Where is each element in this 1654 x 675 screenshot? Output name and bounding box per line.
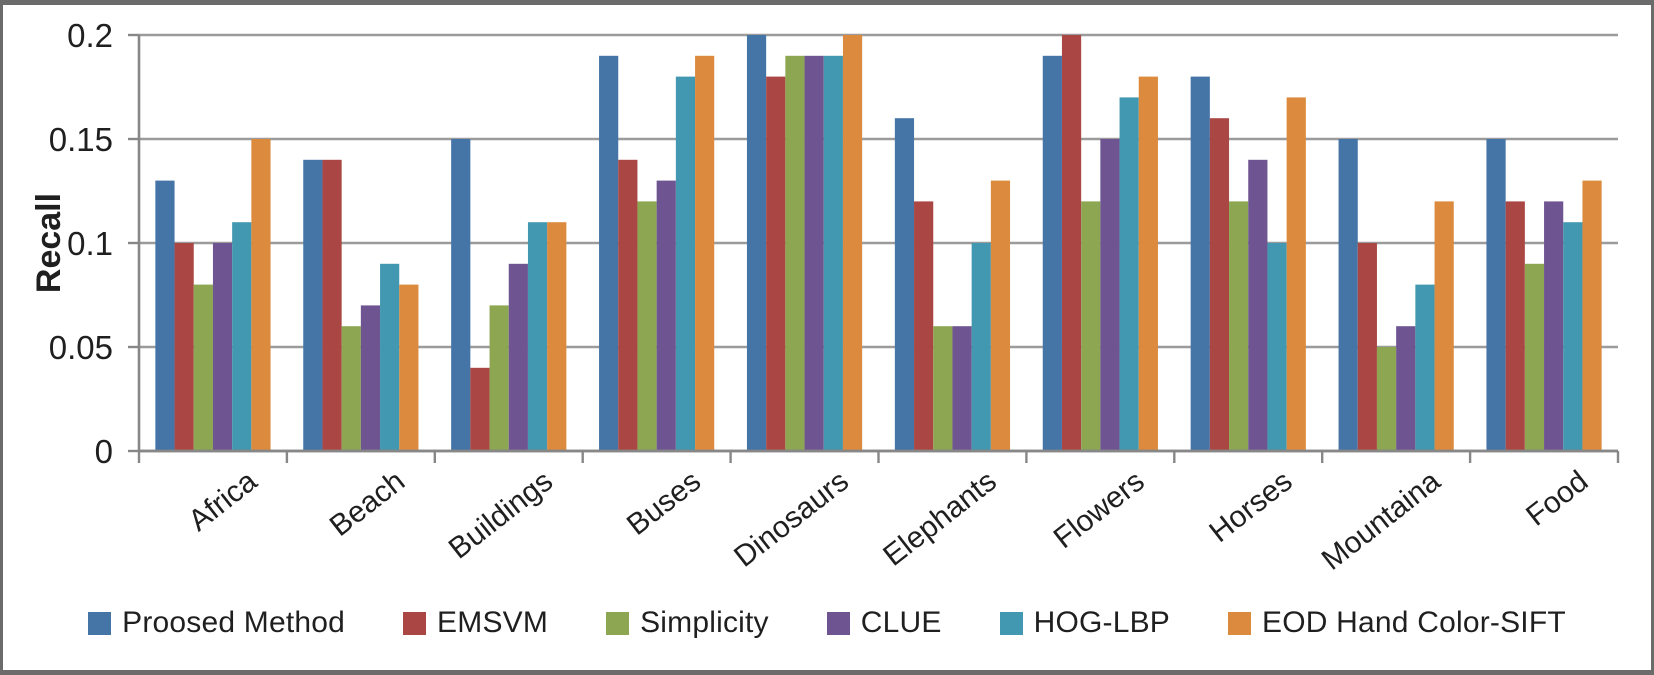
bar: [1081, 201, 1101, 451]
bar: [1267, 243, 1287, 451]
bar: [1286, 97, 1306, 452]
x-category-label: Africa: [183, 464, 264, 537]
bar: [155, 180, 175, 451]
x-category-label: Elephants: [877, 465, 1002, 573]
y-tick-label: 0: [95, 433, 113, 470]
chart-legend: Proosed Method EMSVM Simplicity CLUE HOG-LBP…: [3, 596, 1651, 650]
y-tick-label: 0.1: [67, 225, 113, 262]
bar: [212, 243, 233, 451]
bar: [193, 284, 213, 451]
legend-swatch-icon: [403, 611, 427, 635]
bar: [1248, 159, 1268, 452]
x-category-label: Flowers: [1048, 465, 1151, 556]
x-category-label: Horses: [1203, 465, 1298, 550]
bar: [1376, 347, 1397, 451]
bar: [1434, 201, 1454, 451]
bar: [1415, 284, 1435, 451]
bar: [1061, 35, 1082, 451]
x-category-label: Buildings: [443, 465, 559, 566]
bar: [303, 159, 323, 452]
bar: [1357, 243, 1377, 451]
legend-label: HOG-LBP: [1033, 606, 1171, 639]
bar: [1544, 201, 1564, 451]
x-category-label: Buses: [621, 465, 707, 542]
bar: [527, 222, 548, 451]
bar: [1505, 201, 1525, 451]
bar: [1524, 263, 1545, 451]
bar: [380, 263, 400, 451]
legend-swatch-icon: [999, 611, 1023, 635]
bar: [451, 139, 471, 451]
bar: [637, 201, 657, 451]
bar: [470, 367, 490, 451]
bar: [804, 55, 824, 452]
x-category-label: Mountaina: [1316, 464, 1447, 576]
bar: [1486, 139, 1506, 451]
legend-item: EMSVM: [403, 606, 548, 640]
bar: [1338, 139, 1358, 451]
bar: [599, 55, 619, 452]
bar: [174, 243, 194, 451]
bar: [360, 305, 381, 451]
bar: [399, 284, 419, 451]
bar: [952, 326, 972, 451]
legend-item: HOG-LBP: [999, 606, 1171, 640]
bar: [508, 263, 528, 451]
bar: [971, 243, 991, 451]
y-tick-label: 0.05: [49, 329, 113, 366]
bar: [1138, 76, 1158, 451]
bar: [1563, 222, 1583, 451]
bar: [894, 118, 915, 451]
bar: [232, 222, 252, 451]
bar: [1119, 97, 1139, 452]
legend-swatch-icon: [606, 611, 630, 635]
legend-label: Proosed Method: [122, 606, 346, 639]
bar: [675, 76, 696, 451]
legend-label: EOD Hand Color-SIFT: [1262, 606, 1566, 639]
legend-swatch-icon: [88, 611, 112, 635]
legend-item: CLUE: [826, 606, 942, 640]
x-category-label: Dinosaurs: [728, 465, 855, 574]
legend-item: EOD Hand Color-SIFT: [1228, 606, 1566, 640]
legend-swatch-icon: [1228, 611, 1252, 635]
bar: [785, 55, 805, 452]
y-tick-label: 0.15: [49, 121, 113, 158]
bar: [842, 35, 863, 451]
bar: [1209, 118, 1230, 451]
legend-label: EMSVM: [437, 606, 549, 639]
bar: [1042, 55, 1062, 452]
y-tick-label: 0.2: [67, 17, 113, 54]
bar: [1100, 139, 1120, 451]
bar: [1396, 326, 1416, 451]
legend-swatch-icon: [826, 611, 850, 635]
bar: [341, 326, 361, 451]
bar: [990, 180, 1011, 451]
x-category-label: Beach: [324, 465, 411, 543]
bar: [1229, 201, 1249, 451]
bar: [656, 180, 676, 451]
bar: [251, 139, 271, 451]
bar: [322, 159, 342, 452]
y-axis-title: Recall: [30, 193, 68, 293]
bar: [1582, 180, 1602, 451]
bar: [766, 76, 786, 451]
bar: [547, 222, 567, 451]
bar: [914, 201, 934, 451]
bar: [746, 35, 767, 451]
legend-item: Simplicity: [606, 606, 769, 640]
bar: [695, 55, 715, 452]
bar: [489, 305, 509, 451]
x-category-label: Food: [1520, 465, 1594, 533]
legend-label: CLUE: [860, 606, 942, 639]
legend-label: Simplicity: [640, 606, 769, 639]
bar: [933, 326, 953, 451]
bar: [823, 55, 843, 452]
bar: [618, 159, 638, 452]
legend-item: Proosed Method: [88, 606, 345, 640]
bar: [1190, 76, 1210, 451]
